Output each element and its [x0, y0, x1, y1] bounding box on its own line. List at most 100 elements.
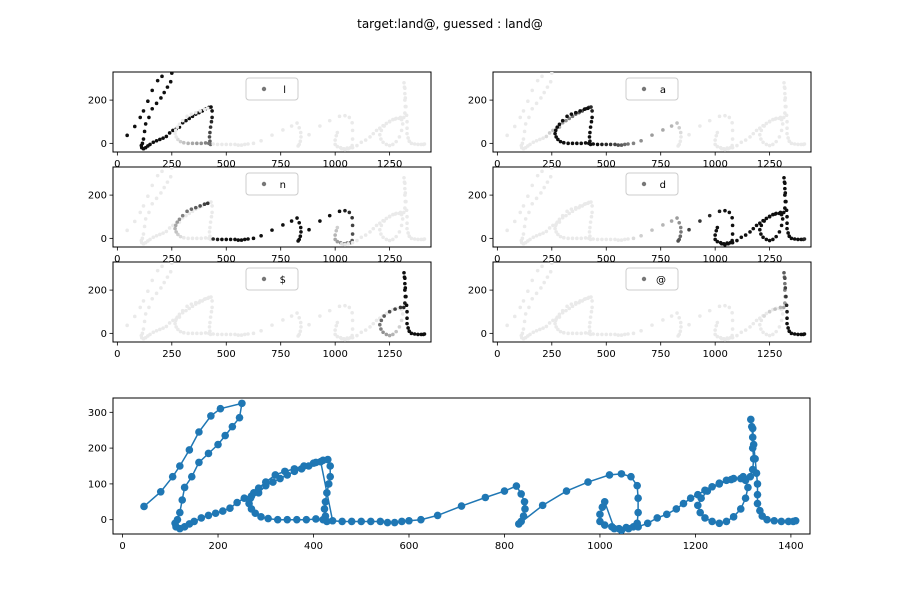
data-point — [763, 515, 771, 524]
data-point — [405, 226, 409, 231]
y-tick-label: 200 — [88, 444, 107, 455]
data-point — [739, 472, 747, 481]
data-point — [251, 331, 256, 336]
data-point — [168, 472, 177, 481]
data-point — [150, 88, 155, 93]
data-point — [661, 318, 665, 322]
data-point — [624, 524, 633, 533]
data-point — [539, 286, 543, 290]
data-point — [783, 181, 787, 186]
data-point — [714, 323, 719, 328]
data-point — [619, 238, 624, 242]
data-point — [235, 413, 244, 422]
data-point — [653, 514, 662, 522]
data-point — [210, 109, 214, 113]
data-point — [378, 322, 382, 327]
data-point — [204, 511, 213, 520]
data-point — [164, 134, 169, 139]
legend-label: a — [660, 85, 666, 96]
x-tick-label: 1000 — [587, 541, 612, 552]
data-point — [412, 332, 417, 336]
data-point — [530, 201, 535, 206]
legend-marker — [261, 276, 267, 282]
data-point — [747, 415, 755, 424]
data-point — [753, 480, 762, 488]
data-point — [350, 128, 355, 133]
data-point — [198, 109, 202, 113]
data-point — [324, 480, 333, 488]
data-point — [526, 289, 530, 293]
data-point — [402, 81, 406, 85]
data-point — [780, 122, 785, 126]
x-tick-label: 200 — [208, 541, 227, 552]
data-point — [796, 332, 800, 337]
data-point — [403, 286, 408, 290]
data-point — [521, 109, 526, 113]
x-tick-label: 500 — [597, 254, 616, 265]
data-point — [548, 174, 553, 179]
data-point — [613, 142, 617, 147]
data-point — [363, 328, 368, 332]
data-point — [739, 140, 744, 145]
data-point — [556, 232, 560, 237]
data-point — [784, 294, 788, 299]
data-point — [405, 516, 413, 525]
data-point — [141, 327, 146, 331]
data-point — [759, 327, 763, 331]
data-point — [531, 140, 536, 145]
data-point — [714, 133, 719, 138]
data-point — [391, 142, 395, 147]
data-point — [403, 276, 407, 281]
data-point — [782, 176, 786, 180]
data-point — [190, 236, 195, 241]
data-point — [186, 331, 190, 336]
data-point — [173, 321, 177, 326]
data-point — [589, 309, 594, 314]
data-point — [224, 237, 229, 242]
data-point — [378, 227, 382, 232]
data-point — [759, 128, 764, 133]
data-point — [764, 332, 769, 337]
data-point — [202, 107, 207, 111]
data-point — [696, 508, 704, 517]
data-point — [771, 332, 775, 337]
data-point — [587, 236, 591, 241]
data-point — [207, 141, 211, 146]
data-point — [178, 329, 183, 334]
data-point — [209, 105, 213, 109]
data-point — [748, 230, 752, 234]
data-point — [727, 210, 732, 215]
data-point — [619, 333, 624, 337]
data-point — [678, 225, 683, 230]
data-point — [366, 517, 375, 526]
data-point — [132, 219, 137, 224]
data-point — [168, 269, 173, 274]
data-point — [739, 235, 744, 240]
data-point — [778, 210, 783, 215]
data-point — [727, 305, 732, 310]
data-point — [387, 238, 392, 243]
data-point — [538, 501, 547, 510]
data-point — [150, 201, 155, 206]
data-point — [168, 79, 173, 84]
data-point — [171, 128, 175, 133]
data-point — [359, 235, 364, 240]
data-point — [281, 128, 285, 132]
data-point — [209, 295, 213, 299]
data-point — [778, 305, 783, 310]
data-point — [727, 475, 736, 484]
data-point — [142, 129, 147, 134]
data-point — [569, 112, 574, 116]
data-point — [148, 142, 152, 147]
data-point — [242, 237, 247, 242]
data-point — [669, 124, 674, 128]
x-tick-label: 1000 — [702, 254, 727, 265]
data-point — [363, 233, 368, 237]
data-point — [150, 296, 155, 301]
data-point — [697, 494, 705, 503]
data-point — [154, 233, 159, 238]
data-point — [589, 119, 594, 124]
data-point — [796, 237, 800, 242]
data-point — [791, 516, 800, 525]
data-point — [246, 332, 250, 336]
